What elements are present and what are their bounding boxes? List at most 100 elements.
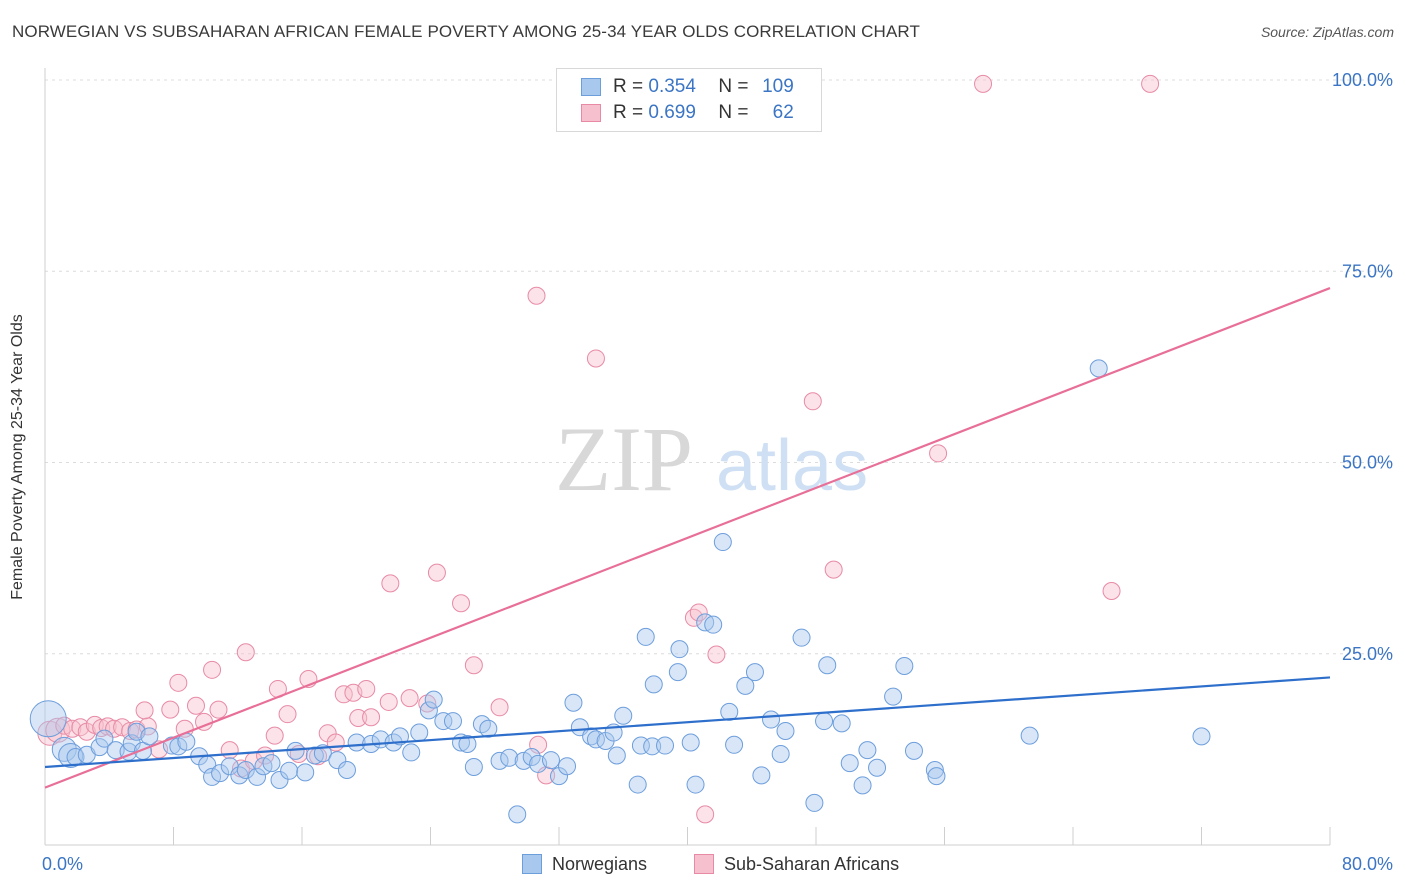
- legend-row-africans: R = 0.699 N = 62: [581, 101, 794, 125]
- data-point-africans: [381, 574, 400, 593]
- data-point-norwegians: [713, 533, 732, 552]
- data-point-africans: [169, 673, 188, 692]
- data-point-norwegians: [815, 712, 834, 731]
- axes: [44, 68, 1331, 846]
- data-point-africans: [349, 709, 368, 728]
- bottom-legend-swatch-blue: [522, 854, 542, 874]
- series-norwegians-points: [29, 359, 1211, 824]
- legend-n-label: N =: [718, 76, 749, 97]
- y-tick-label: 25.0%: [1342, 644, 1393, 664]
- data-point-norwegians: [262, 754, 281, 773]
- data-point-norwegians: [95, 729, 114, 748]
- legend-n-value: 62: [772, 102, 794, 123]
- legend-r-label: R =: [613, 76, 644, 97]
- data-point-norwegians: [296, 763, 315, 782]
- stats-legend: R = 0.354 N = 109 R = 0.699 N = 62: [556, 68, 822, 132]
- data-point-norwegians: [628, 775, 647, 794]
- y-axis-label: Female Poverty Among 25-34 Year Olds: [9, 314, 26, 600]
- y-tick-label: 50.0%: [1342, 453, 1393, 473]
- data-point-norwegians: [419, 701, 438, 720]
- data-point-africans: [236, 643, 255, 662]
- watermark-atlas: atlas: [716, 426, 868, 506]
- data-point-africans: [586, 349, 605, 368]
- legend-r-label: R =: [613, 102, 644, 123]
- data-point-norwegians: [564, 693, 583, 712]
- watermark-zip: ZIP: [555, 408, 693, 510]
- data-point-norwegians: [586, 730, 605, 749]
- data-point-norwegians: [458, 735, 477, 754]
- data-point-norwegians: [479, 719, 498, 738]
- data-point-norwegians: [868, 758, 887, 777]
- data-point-norwegians: [1192, 727, 1211, 746]
- data-point-africans: [379, 692, 398, 711]
- data-point-norwegians: [410, 723, 429, 742]
- y-tick-label: 75.0%: [1342, 261, 1393, 281]
- gridlines: [45, 79, 1392, 655]
- data-point-norwegians: [776, 722, 795, 741]
- data-point-norwegians: [904, 741, 923, 760]
- data-point-africans: [92, 718, 111, 737]
- data-point-norwegians: [211, 764, 230, 783]
- data-point-norwegians: [895, 656, 914, 675]
- bottom-legend-norwegians: Norwegians: [522, 852, 647, 876]
- data-point-norwegians: [1020, 726, 1039, 745]
- data-point-africans: [427, 563, 446, 582]
- data-point-norwegians: [644, 675, 663, 694]
- data-point-africans: [278, 705, 297, 724]
- bottom-legend-label: Norwegians: [552, 853, 648, 874]
- data-point-africans: [203, 660, 222, 679]
- data-point-norwegians: [443, 712, 462, 731]
- bottom-legend-label: Sub-Saharan Africans: [724, 853, 900, 874]
- bottom-legend-swatch-pink: [694, 854, 714, 874]
- data-point-africans: [334, 685, 353, 704]
- data-point-norwegians: [270, 770, 289, 789]
- data-point-africans: [357, 679, 376, 698]
- data-point-norwegians: [1089, 359, 1108, 378]
- data-point-africans: [684, 608, 703, 627]
- data-point-norwegians: [390, 727, 409, 746]
- data-point-africans: [490, 698, 509, 717]
- data-point-africans: [135, 701, 154, 720]
- trend-line-norwegians: [44, 676, 1331, 769]
- data-point-africans: [1141, 74, 1160, 93]
- data-point-norwegians: [668, 663, 687, 682]
- data-point-africans: [186, 696, 205, 715]
- data-point-norwegians: [472, 715, 491, 734]
- data-point-africans: [161, 700, 180, 719]
- data-point-africans: [452, 594, 471, 613]
- data-point-norwegians: [736, 676, 755, 695]
- data-point-africans: [464, 656, 483, 675]
- data-point-norwegians: [656, 736, 675, 755]
- data-point-norwegians: [58, 742, 84, 768]
- data-point-norwegians: [643, 737, 662, 756]
- data-point-norwegians: [853, 776, 872, 795]
- data-point-norwegians: [140, 727, 159, 746]
- data-point-africans: [527, 286, 546, 305]
- data-point-africans: [929, 444, 948, 463]
- data-point-norwegians: [106, 741, 125, 760]
- data-point-africans: [707, 645, 726, 664]
- y-tick-label: 100.0%: [1332, 70, 1393, 90]
- data-point-africans: [974, 74, 993, 93]
- data-point-africans: [362, 708, 381, 727]
- data-point-africans: [220, 741, 239, 760]
- data-point-norwegians: [328, 751, 347, 770]
- data-point-norwegians: [771, 744, 790, 763]
- data-point-norwegians: [636, 627, 655, 646]
- data-point-africans: [209, 700, 228, 719]
- data-point-africans: [71, 718, 90, 737]
- tick-labels: 25.0% 50.0% 75.0% 100.0% 0.0% 80.0%: [42, 70, 1393, 874]
- data-point-norwegians: [280, 761, 299, 780]
- data-point-norwegians: [762, 710, 781, 729]
- bottom-legend-africans: Sub-Saharan Africans: [694, 852, 899, 876]
- data-point-africans: [1102, 582, 1121, 601]
- data-point-norwegians: [681, 733, 700, 752]
- legend-r-value: 0.354: [648, 76, 696, 97]
- data-point-norwegians: [500, 748, 519, 767]
- legend-r-value: 0.699: [648, 102, 696, 123]
- trend-line-africans: [44, 287, 1331, 789]
- legend-n-value: 109: [762, 76, 794, 97]
- source-attribution: Source: ZipAtlas.com: [1260, 24, 1394, 40]
- data-point-norwegians: [558, 757, 577, 776]
